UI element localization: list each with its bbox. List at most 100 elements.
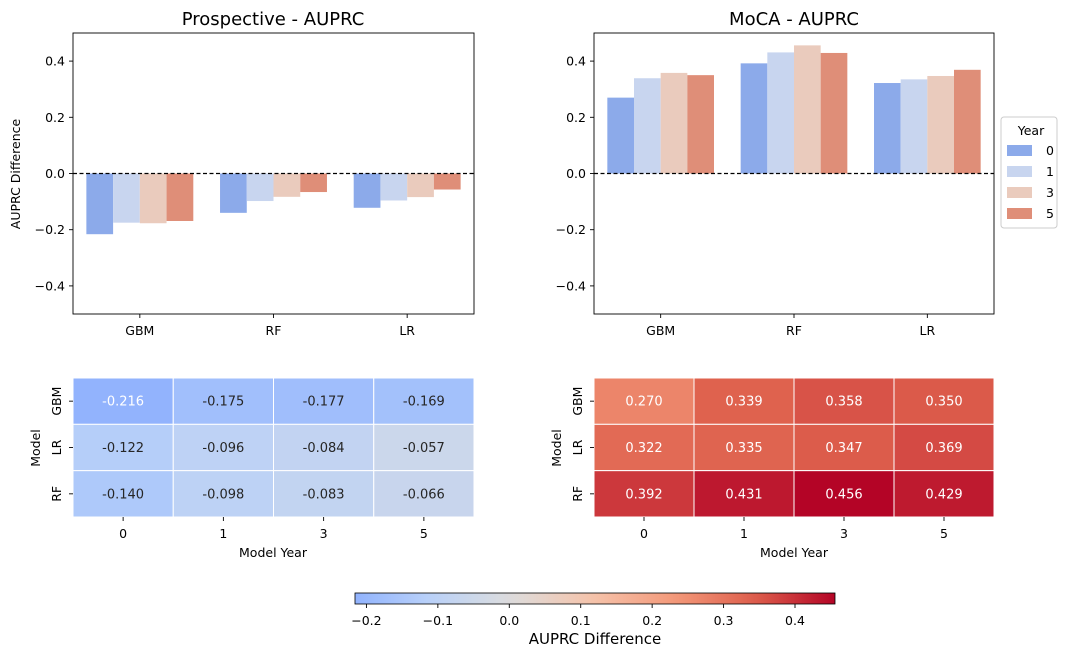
bar-RF-year-3 xyxy=(273,173,301,197)
heatmap-cell-label: -0.084 xyxy=(303,441,345,456)
x-tick-label: 0 xyxy=(640,526,648,541)
colorbar-tick-label: −0.2 xyxy=(351,613,381,628)
heatmap-cell-label: 0.339 xyxy=(725,395,762,410)
ylabel-prospective: AUPRC Difference xyxy=(8,118,23,229)
x-tick-label: 3 xyxy=(840,526,848,541)
y-tick-label: LR xyxy=(49,439,64,455)
legend-title: Year xyxy=(1017,123,1045,138)
x-tick-label: RF xyxy=(786,323,802,338)
chart-title-moca: MoCA - AUPRC xyxy=(729,9,859,30)
y-tick-label: 0.4 xyxy=(45,54,65,69)
y-tick-label: RF xyxy=(570,486,585,502)
x-tick-label: 0 xyxy=(119,526,127,541)
heatmap-cell xyxy=(893,470,995,518)
y-tick-label: 0.0 xyxy=(566,166,586,181)
legend-label-3: 3 xyxy=(1046,185,1054,200)
bar-GBM-year-1 xyxy=(113,173,140,223)
heatmap-cell xyxy=(593,423,695,472)
heatmap-cell xyxy=(693,377,795,425)
bar-LR-year-1 xyxy=(380,173,408,201)
bar-GBM-year-3 xyxy=(660,72,688,174)
heatmap-cell-label: 0.347 xyxy=(825,441,862,456)
bar-GBM-year-0 xyxy=(607,97,634,174)
heatmap-cell xyxy=(793,377,895,425)
heatmap-cell xyxy=(693,470,795,518)
legend-label-5: 5 xyxy=(1046,206,1054,221)
x-tick-label: 3 xyxy=(320,526,328,541)
legend-label-1: 1 xyxy=(1046,164,1054,179)
heatmap-cell xyxy=(72,423,174,472)
x-tick-label: 5 xyxy=(420,526,428,541)
bar-RF-year-0 xyxy=(740,63,768,174)
heatmap-cell xyxy=(273,423,375,472)
heatmap-cell-label: -0.169 xyxy=(403,395,445,410)
colorbar-label: AUPRC Difference xyxy=(529,630,662,648)
bar-plot-moca: −0.4 −0.2 0.0 0.2 0.4 GBM RF LR xyxy=(556,32,995,338)
heatmap-cell-label: -0.216 xyxy=(102,395,144,410)
x-tick-label: LR xyxy=(399,323,415,338)
legend-swatch-0 xyxy=(1007,145,1032,156)
bar-GBM-year-1 xyxy=(634,78,661,174)
heatmap-cell xyxy=(72,470,174,518)
heatmap-cell-label: 0.350 xyxy=(925,395,962,410)
y-tick-label: 0.2 xyxy=(45,110,65,125)
heatmap-cell-label: -0.177 xyxy=(303,395,345,410)
heatmap-cell-label: -0.122 xyxy=(102,441,144,456)
legend-swatch-3 xyxy=(1007,187,1032,198)
heatmap-cell-label: 0.335 xyxy=(725,441,762,456)
bar-plot-prospective: −0.4 −0.2 0.0 0.2 0.4 GBM RF LR xyxy=(35,32,475,338)
heatmap-cell xyxy=(693,423,795,472)
heatmap-cell xyxy=(893,377,995,425)
bar-LR-year-0 xyxy=(874,83,901,174)
heatmap-cell-label: 0.429 xyxy=(925,487,962,502)
y-tick-label: −0.4 xyxy=(556,278,586,293)
bar-RF-year-0 xyxy=(220,173,247,213)
y-tick-label: 0.2 xyxy=(566,110,586,125)
heatmap-cell-label: 0.456 xyxy=(825,487,862,502)
y-tick-label: LR xyxy=(570,439,585,455)
heatmap-xlabel-prospective: Model Year xyxy=(239,545,308,560)
legend-label-0: 0 xyxy=(1046,143,1054,158)
heatmap-cell-label: 0.358 xyxy=(825,395,862,410)
legend-swatch-1 xyxy=(1007,166,1032,177)
bar-RF-year-1 xyxy=(246,173,274,202)
colorbar-tick-label: 0.2 xyxy=(642,613,662,628)
y-tick-label: GBM xyxy=(49,387,64,416)
legend: Year 0 1 3 5 xyxy=(1000,116,1058,229)
heatmap-cell-label: 0.369 xyxy=(925,441,962,456)
bar-GBM-year-5 xyxy=(687,75,714,174)
heatmap-cell-label: -0.140 xyxy=(102,487,144,502)
heatmap-cell-label: -0.098 xyxy=(202,487,244,502)
bar-GBM-year-5 xyxy=(166,173,194,221)
heatmap-cell-label: -0.083 xyxy=(303,487,345,502)
heatmap-ylabel-prospective: Model xyxy=(28,429,43,467)
bar-LR-year-1 xyxy=(900,79,928,174)
heatmap-cell-label: 0.431 xyxy=(725,487,762,502)
y-tick-label: GBM xyxy=(570,387,585,416)
chart-title-prospective: Prospective - AUPRC xyxy=(182,9,365,30)
y-tick-label: 0.4 xyxy=(566,54,586,69)
heatmap-ylabel-moca: Model xyxy=(549,429,564,467)
colorbar-tick-label: 0.1 xyxy=(571,613,591,628)
heatmap-cell-label: 0.392 xyxy=(625,487,662,502)
x-tick-label: RF xyxy=(266,323,282,338)
legend-swatch-5 xyxy=(1007,208,1032,219)
heatmap-cell-label: 0.270 xyxy=(625,395,662,410)
x-tick-label: 1 xyxy=(740,526,748,541)
heatmap-cell xyxy=(373,470,475,518)
bar-RF-year-5 xyxy=(820,52,848,174)
heatmap-cell xyxy=(172,423,274,472)
colorbar-tick-label: 0.3 xyxy=(714,613,734,628)
y-tick-label: 0.0 xyxy=(45,166,65,181)
y-tick-label: RF xyxy=(49,486,64,502)
bar-RF-year-5 xyxy=(300,173,327,193)
colorbar-tick-label: −0.1 xyxy=(423,613,453,628)
heatmap-cell-label: 0.322 xyxy=(625,441,662,456)
heatmap-cell xyxy=(793,423,895,472)
heatmap-cell-label: -0.096 xyxy=(202,441,244,456)
bar-GBM-year-3 xyxy=(139,173,167,224)
heatmap-moca: 0.270 0.339 0.358 0.350 0.322 0.335 0.347 0.369… xyxy=(570,377,995,541)
colorbar-tick-label: 0.0 xyxy=(499,613,519,628)
colorbar-tick-label: 0.4 xyxy=(785,613,805,628)
